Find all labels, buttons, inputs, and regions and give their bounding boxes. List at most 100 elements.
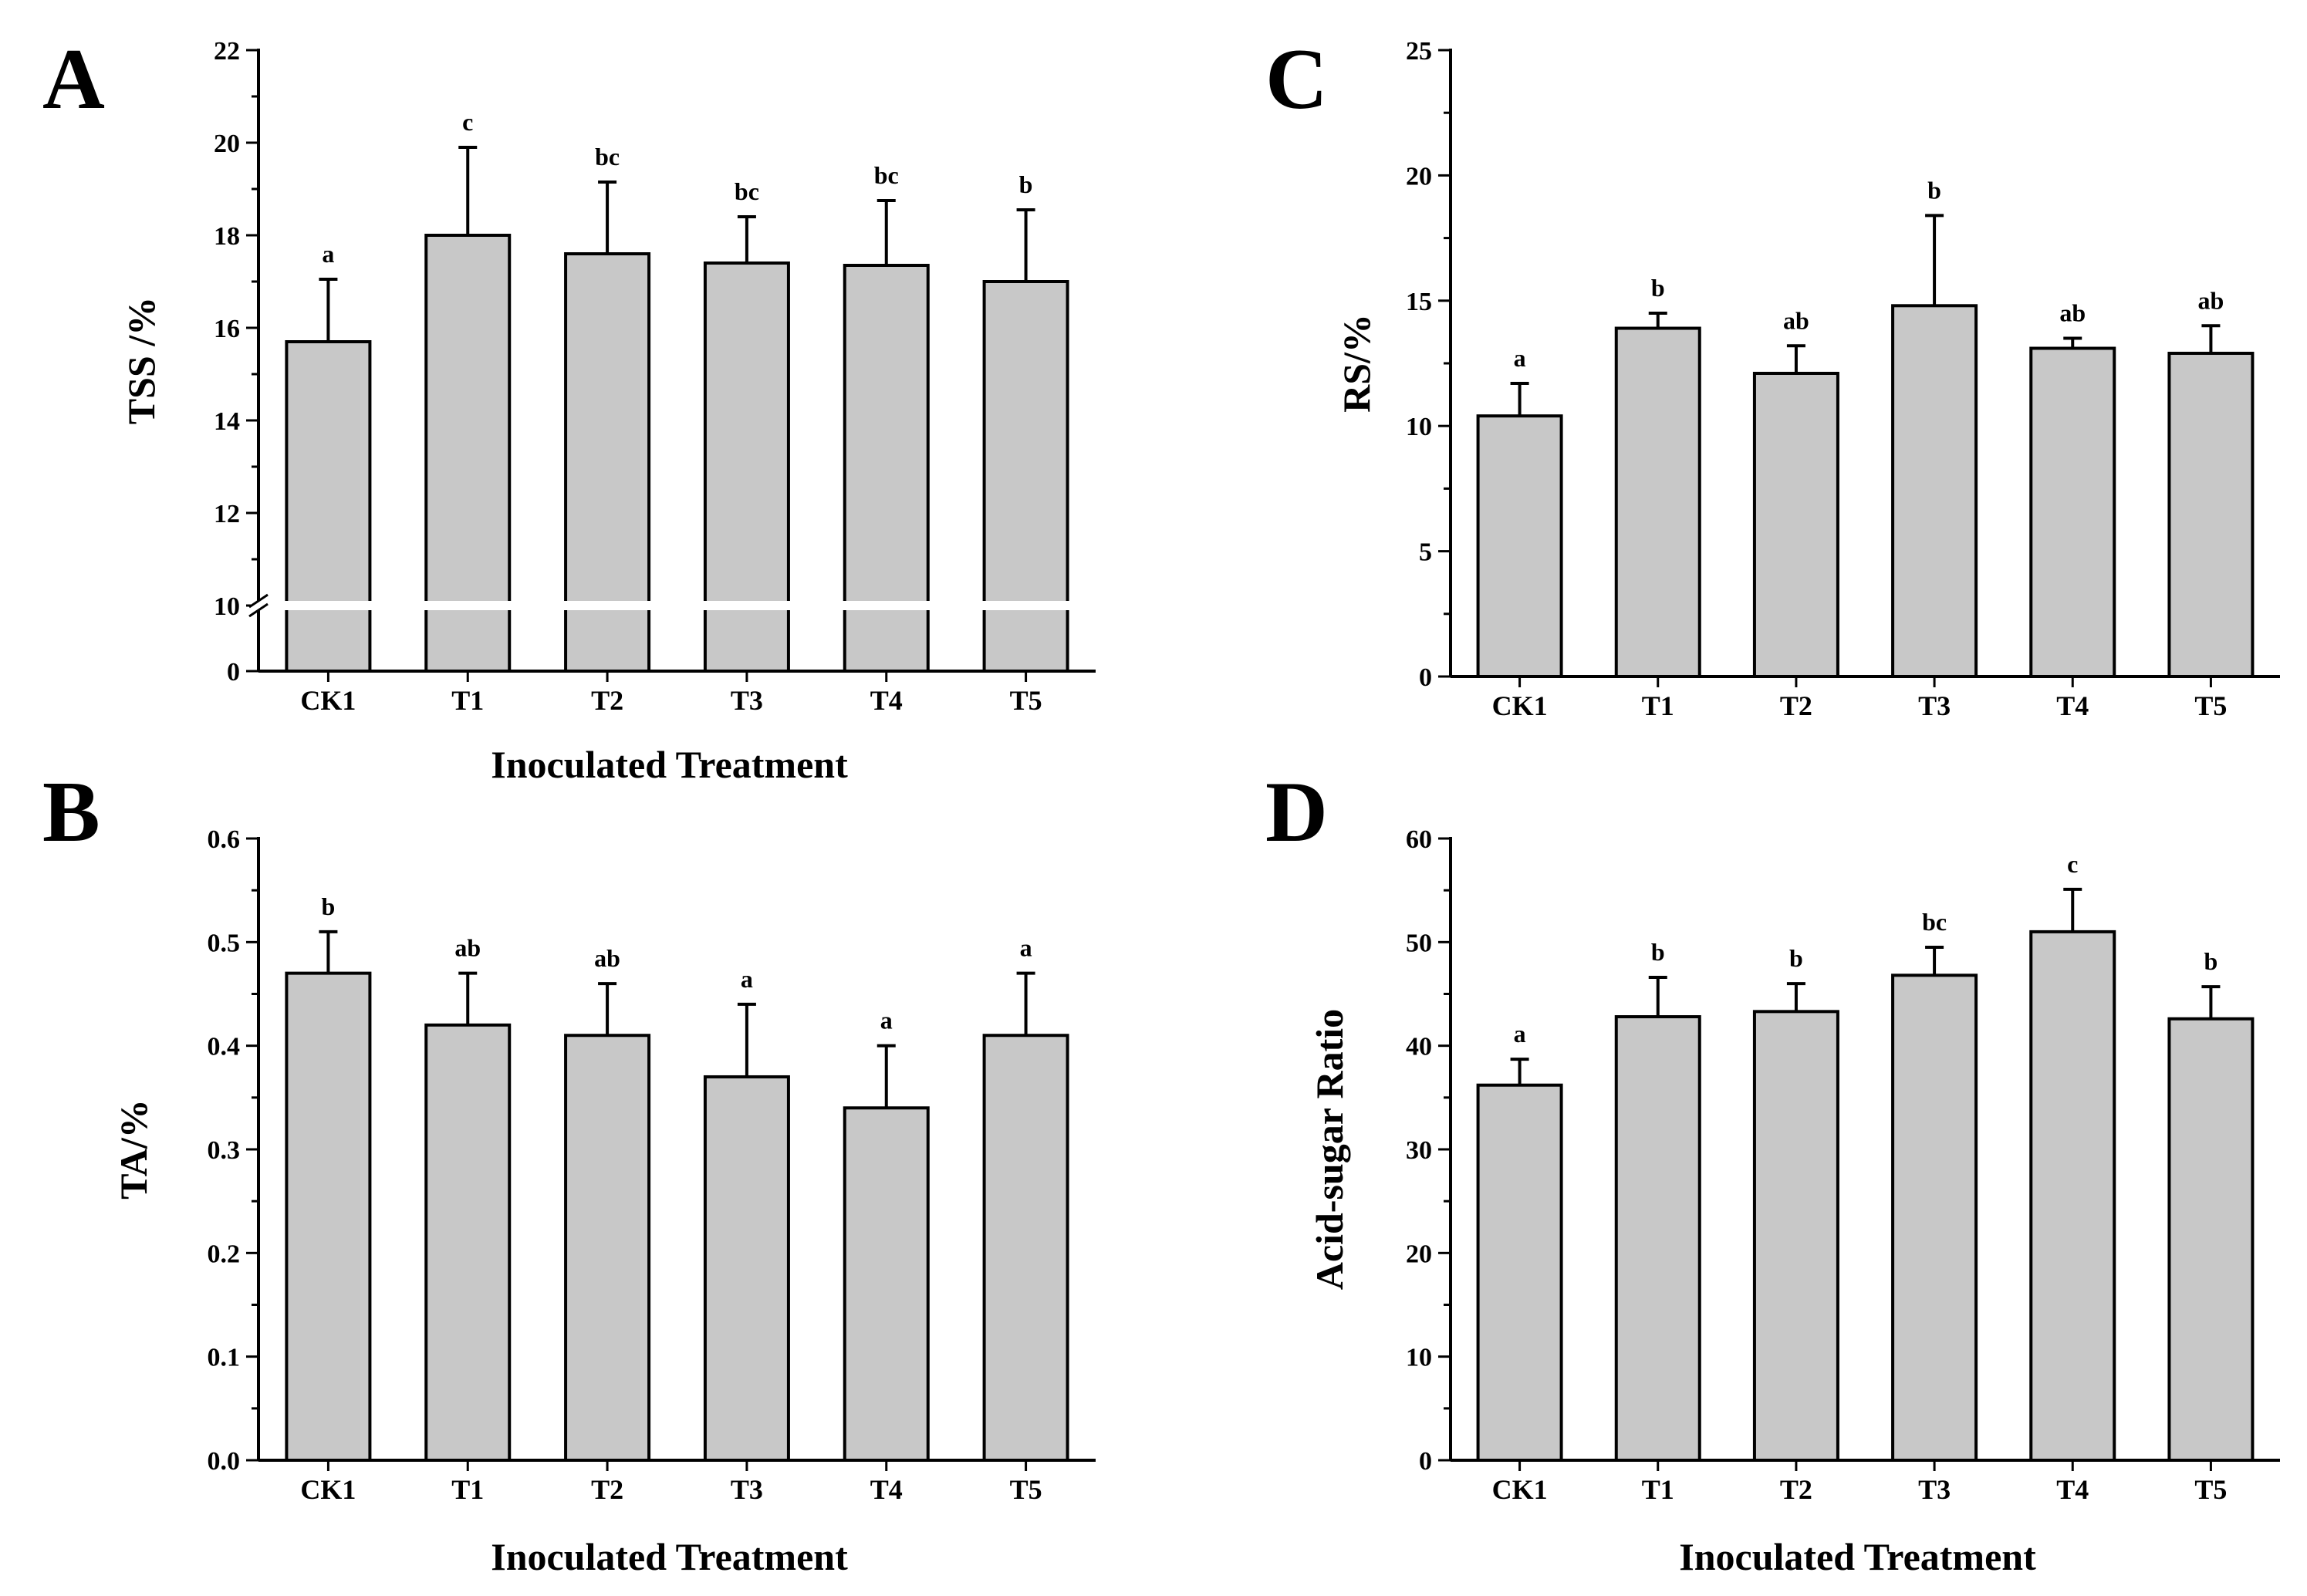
bar [2167, 1017, 2255, 1462]
y-tick-label: 20 [214, 130, 240, 158]
x-tick-label: CK1 [1492, 690, 1548, 721]
significance-label: a [880, 1007, 893, 1034]
x-tick-label: T4 [870, 685, 903, 716]
x-tick-label: T1 [451, 685, 484, 716]
y-tick-label: 10 [214, 592, 240, 621]
x-tick-label: T2 [1780, 690, 1812, 721]
significance-label: c [462, 108, 473, 136]
y-tick-label: 0.1 [208, 1344, 241, 1372]
y-axis-title: TA/% [112, 1099, 155, 1200]
bar [2167, 352, 2255, 678]
y-tick-label: 60 [1406, 825, 1432, 854]
significance-label: a [1020, 934, 1032, 962]
bar [1476, 1083, 1563, 1463]
bar [1752, 371, 1839, 678]
significance-label: b [1019, 170, 1033, 198]
y-tick-label: 0.5 [208, 929, 241, 957]
y-tick-label: 15 [1406, 288, 1432, 316]
x-tick-label: T3 [731, 1474, 763, 1505]
panel-letter-a: A [42, 32, 105, 127]
y-tick-label: 0 [1419, 1447, 1432, 1476]
bar [424, 1023, 512, 1463]
x-tick-label: T2 [591, 1474, 623, 1505]
significance-label: b [322, 892, 336, 920]
bar [285, 340, 372, 673]
significance-label: ab [594, 944, 620, 972]
bar [1614, 1015, 1701, 1462]
x-tick-label: T4 [870, 1474, 903, 1505]
y-axis-title: RS/% [1335, 314, 1378, 413]
x-tick-label: T3 [1918, 1474, 1951, 1505]
significance-label: b [1651, 274, 1665, 302]
x-axis-title: Inoculated Treatment [491, 1535, 848, 1578]
bar [843, 264, 930, 673]
panel-a: A 0 10 12 14 16 18 20 22 a CK1 c T1 bc T2 bc T3 bc T4 b T5 I… [42, 32, 1096, 786]
panel-d: D 0 10 20 30 40 50 60 a CK1 b T1 b T2 bc T3 c T4 b T5 Inocu… [1265, 764, 2280, 1578]
significance-label: b [2204, 947, 2218, 975]
bar [2029, 930, 2116, 1462]
x-tick-label: T2 [1780, 1474, 1812, 1505]
significance-label: bc [874, 161, 899, 189]
bar [1476, 414, 1563, 678]
axis-break-mark [248, 593, 269, 609]
x-tick-label: T5 [1010, 685, 1042, 716]
y-tick-label: 0 [1419, 663, 1432, 692]
panel-letter-b: B [42, 764, 100, 860]
significance-label: bc [735, 177, 759, 205]
y-tick-label: 0 [227, 658, 240, 687]
y-tick-label: 30 [1406, 1136, 1432, 1165]
significance-label: ab [2198, 286, 2224, 314]
significance-label: ab [2059, 299, 2086, 327]
y-tick-label: 20 [1406, 1240, 1432, 1268]
significance-label: a [741, 965, 753, 993]
x-tick-label: CK1 [300, 1474, 356, 1505]
significance-label: b [1927, 176, 1941, 204]
bar [982, 280, 1069, 673]
y-tick-label: 40 [1406, 1033, 1432, 1061]
bar [1614, 326, 1701, 678]
panel-b: B 0.0 0.1 0.2 0.3 0.4 0.5 0.6 b CK1 ab T1 ab T2 a T3 a T… [42, 764, 1096, 1578]
bar [1891, 973, 1978, 1462]
panel-letter-c: C [1265, 32, 1328, 127]
y-tick-label: 16 [214, 315, 240, 343]
axis-break-band [251, 601, 1093, 610]
x-tick-label: T4 [2056, 690, 2089, 721]
significance-label: a [322, 240, 334, 268]
bar [564, 1034, 651, 1462]
y-tick-label: 50 [1406, 929, 1432, 957]
y-tick-label: 25 [1406, 37, 1432, 66]
bar [2029, 346, 2116, 678]
y-axis-title: TSS /% [120, 297, 163, 424]
axis-break-mark [248, 602, 269, 618]
significance-label: a [1514, 1020, 1526, 1048]
significance-label: a [1514, 344, 1526, 372]
bar [285, 971, 372, 1462]
bar [843, 1106, 930, 1463]
y-tick-label: 10 [1406, 1344, 1432, 1372]
y-axis-title: Acid-sugar Ratio [1308, 1009, 1351, 1290]
x-axis-title: Inoculated Treatment [1679, 1535, 2036, 1578]
y-tick-label: 10 [1406, 413, 1432, 441]
y-tick-label: 14 [214, 407, 240, 436]
significance-label: ab [1783, 306, 1809, 334]
x-tick-label: CK1 [1492, 1474, 1548, 1505]
x-tick-label: T5 [1010, 1474, 1042, 1505]
y-tick-label: 0.2 [208, 1240, 241, 1268]
bar [1752, 1010, 1839, 1462]
y-tick-label: 0.3 [208, 1136, 241, 1165]
x-tick-label: T1 [1642, 690, 1674, 721]
significance-label: bc [595, 143, 620, 170]
significance-label: b [1789, 944, 1803, 972]
panel-letter-d: D [1265, 764, 1328, 860]
y-tick-label: 12 [214, 500, 240, 528]
x-tick-label: T3 [731, 685, 763, 716]
bar [982, 1034, 1069, 1462]
significance-label: bc [1922, 908, 1947, 936]
x-axis-title: Inoculated Treatment [491, 743, 848, 786]
y-tick-label: 20 [1406, 162, 1432, 191]
significance-label: c [2067, 850, 2078, 878]
y-tick-label: 22 [214, 37, 240, 66]
y-tick-label: 5 [1419, 538, 1432, 567]
x-tick-label: T5 [2194, 1474, 2227, 1505]
